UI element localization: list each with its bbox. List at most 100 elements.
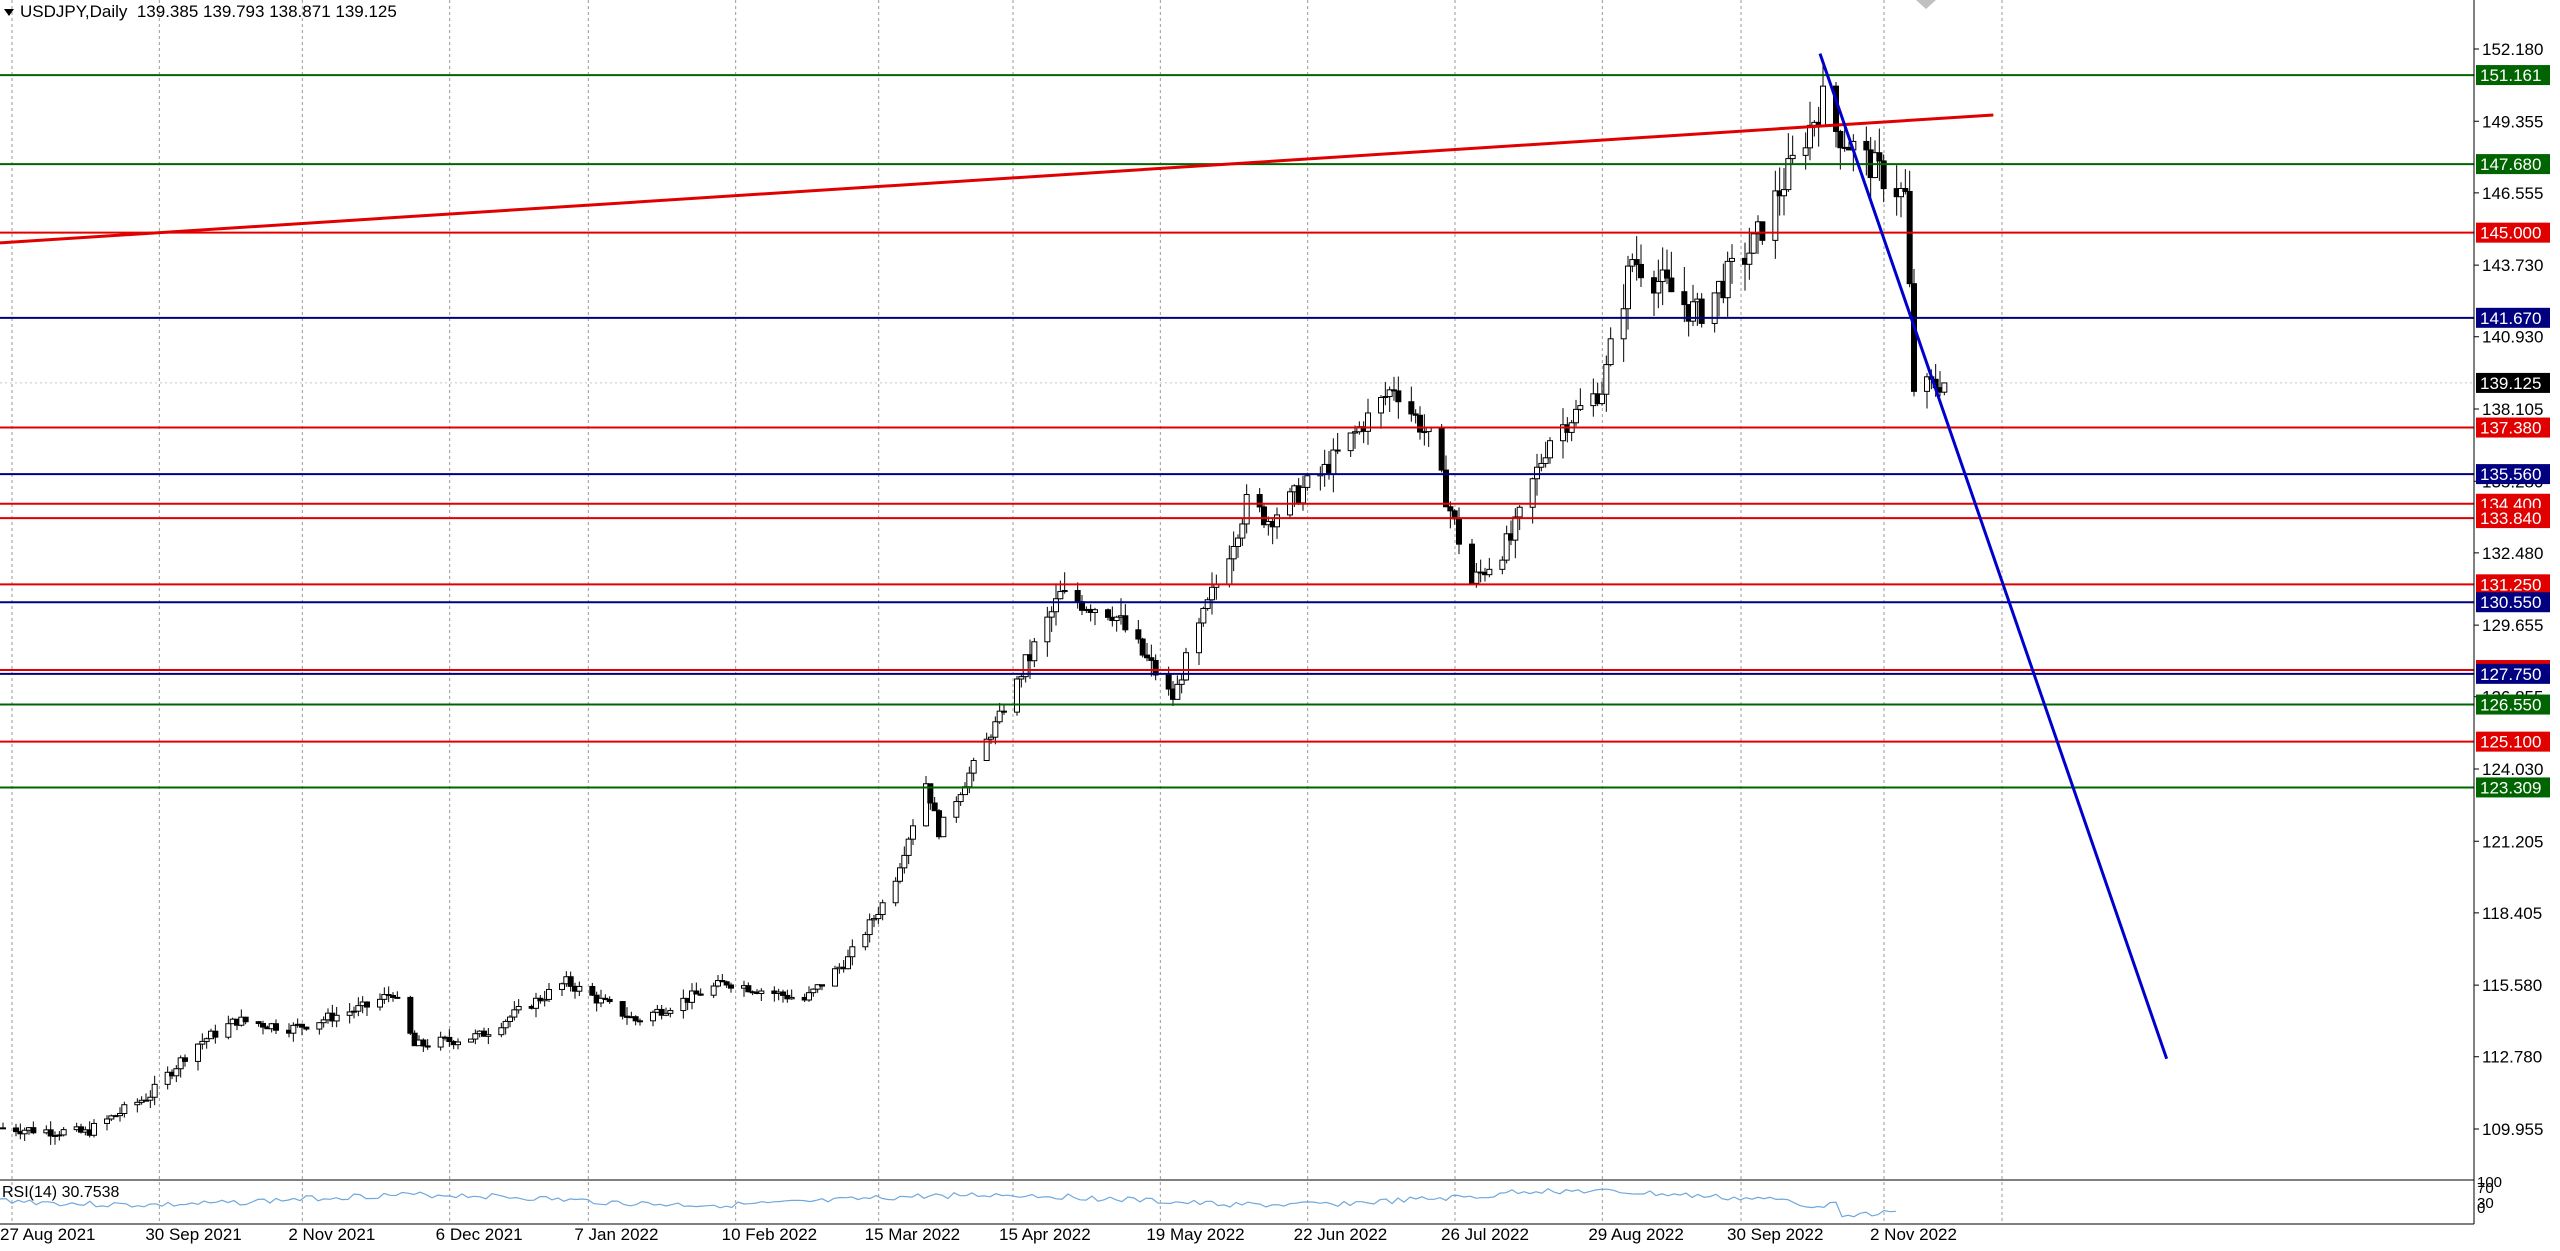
trendlines: [0, 53, 2169, 1060]
candle: [723, 980, 730, 988]
x-tick-label: 2 Nov 2022: [1870, 1225, 1957, 1244]
red-trendline[interactable]: [0, 113, 1994, 245]
candle: [1200, 606, 1207, 627]
price-axis: 152.180 149.355 146.555 143.730 140.930 138.1…: [1916, 0, 2550, 1224]
candle: [832, 965, 838, 987]
x-tick-label: 26 Jul 2022: [1441, 1225, 1529, 1244]
candle: [1542, 441, 1549, 468]
level-price-tag: 131.250: [2476, 574, 2550, 595]
candle: [468, 1038, 474, 1043]
candle: [871, 915, 877, 928]
candle: [619, 1001, 626, 1020]
candle: [255, 1021, 262, 1027]
candle: [758, 988, 765, 1002]
candle: [1438, 424, 1445, 473]
svg-text:137.380: 137.380: [2480, 419, 2541, 438]
candle: [1421, 414, 1428, 446]
candle: [845, 949, 851, 970]
candle: [1902, 169, 1909, 195]
x-tick-label: 30 Sep 2022: [1727, 1225, 1823, 1244]
candle: [715, 975, 721, 988]
candle: [498, 1022, 505, 1038]
candle: [1573, 399, 1579, 427]
candle: [1135, 620, 1142, 644]
candle: [892, 877, 899, 907]
y-tick-label: 129.655: [2482, 616, 2543, 635]
candle: [377, 993, 383, 1011]
rsi-level-label: 70: [2477, 1180, 2494, 1197]
candle: [260, 1020, 266, 1035]
candle: [901, 846, 908, 874]
candle: [1144, 643, 1150, 662]
candle: [637, 1018, 643, 1026]
level-price-tag: 127.750: [2476, 663, 2550, 684]
candle: [1183, 647, 1189, 681]
candle: [1365, 398, 1371, 445]
candle: [273, 1019, 279, 1035]
candle: [455, 1038, 461, 1050]
chart-shift-icon[interactable]: [1916, 0, 1936, 9]
candle: [117, 1107, 123, 1122]
candle: [472, 1029, 479, 1045]
svg-text:127.750: 127.750: [2480, 665, 2541, 684]
candle: [507, 1014, 513, 1028]
candle: [650, 1010, 656, 1027]
candle: [303, 1026, 310, 1031]
candle: [1048, 606, 1055, 633]
x-tick-label: 6 Dec 2021: [436, 1225, 523, 1244]
candle: [182, 1054, 188, 1067]
candle: [1863, 126, 1870, 176]
candle: [983, 732, 990, 762]
candle: [875, 907, 882, 924]
candle: [940, 816, 947, 838]
y-tick-label: 152.180: [2482, 40, 2543, 59]
y-tick-label: 109.955: [2482, 1120, 2543, 1139]
candle: [299, 1023, 305, 1036]
candle: [1924, 373, 1930, 409]
candle: [1872, 140, 1878, 179]
candle: [1334, 432, 1341, 455]
candle: [1698, 293, 1705, 328]
candle: [589, 982, 596, 996]
candle: [541, 990, 548, 1007]
candle: [806, 986, 812, 1002]
candle: [667, 1007, 674, 1018]
rsi-level-label: 0: [2477, 1200, 2485, 1217]
y-tick-label: 115.580: [2482, 976, 2542, 995]
candle: [1750, 232, 1757, 254]
candle: [1785, 133, 1792, 193]
candle: [1412, 409, 1419, 424]
y-tick-label: 132.480: [2482, 544, 2543, 563]
candle: [1746, 227, 1753, 280]
candle: [957, 792, 964, 806]
candle: [1235, 534, 1241, 558]
candle: [1690, 284, 1696, 327]
candle: [606, 996, 613, 1004]
blue-trendline[interactable]: [1818, 53, 2169, 1060]
level-price-tag: 151.161: [2476, 65, 2550, 86]
candle: [1711, 292, 1718, 333]
candle: [1633, 236, 1640, 281]
candle: [546, 982, 552, 1002]
candle: [1152, 654, 1159, 681]
rsi-line: [0, 1187, 1897, 1218]
candle: [502, 1019, 509, 1035]
candle: [104, 1115, 110, 1131]
candle: [1538, 453, 1545, 472]
level-price-tag: 141.670: [2476, 307, 2550, 328]
candle: [1165, 666, 1172, 696]
candle: [992, 716, 999, 745]
candle: [710, 982, 717, 998]
candle: [1607, 327, 1614, 367]
candle: [1391, 376, 1397, 401]
candle: [364, 1001, 370, 1017]
candle: [728, 982, 734, 993]
level-price-tag: 133.840: [2476, 508, 2550, 529]
candle: [1781, 168, 1787, 216]
dropdown-triangle-icon[interactable]: [4, 9, 14, 17]
candle: [680, 989, 687, 1019]
candle: [1174, 675, 1181, 700]
y-tick-label: 143.730: [2482, 256, 2543, 275]
